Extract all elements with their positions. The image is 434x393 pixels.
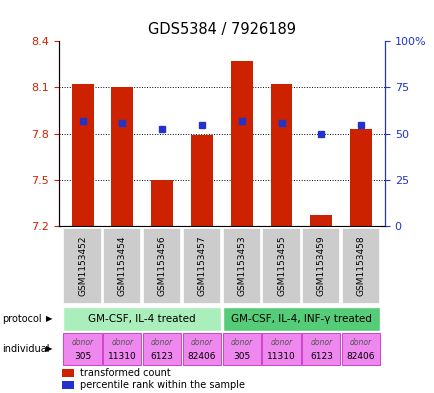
FancyBboxPatch shape bbox=[262, 228, 300, 304]
FancyBboxPatch shape bbox=[262, 333, 300, 365]
Text: 11310: 11310 bbox=[266, 352, 295, 361]
FancyBboxPatch shape bbox=[222, 228, 260, 304]
Text: protocol: protocol bbox=[2, 314, 42, 324]
Bar bbox=[191, 135, 212, 226]
FancyBboxPatch shape bbox=[182, 228, 220, 304]
Bar bbox=[310, 215, 332, 226]
FancyBboxPatch shape bbox=[341, 228, 379, 304]
FancyBboxPatch shape bbox=[103, 228, 141, 304]
Text: ▶: ▶ bbox=[46, 345, 52, 353]
Text: transformed count: transformed count bbox=[80, 368, 170, 378]
FancyBboxPatch shape bbox=[103, 333, 141, 365]
Text: individual: individual bbox=[2, 344, 49, 354]
Bar bbox=[349, 129, 371, 226]
Text: GSM1153452: GSM1153452 bbox=[78, 235, 87, 296]
Text: GSM1153455: GSM1153455 bbox=[276, 235, 286, 296]
FancyBboxPatch shape bbox=[143, 228, 181, 304]
FancyBboxPatch shape bbox=[302, 333, 340, 365]
Bar bbox=[230, 61, 252, 226]
Text: donor: donor bbox=[349, 338, 372, 347]
Text: donor: donor bbox=[191, 338, 213, 347]
Text: GSM1153458: GSM1153458 bbox=[356, 235, 365, 296]
Text: GSM1153453: GSM1153453 bbox=[237, 235, 246, 296]
Bar bbox=[62, 369, 74, 376]
Title: GDS5384 / 7926189: GDS5384 / 7926189 bbox=[148, 22, 295, 37]
FancyBboxPatch shape bbox=[63, 307, 220, 331]
Text: donor: donor bbox=[230, 338, 252, 347]
Text: GSM1153454: GSM1153454 bbox=[118, 235, 127, 296]
FancyBboxPatch shape bbox=[302, 228, 340, 304]
Text: 11310: 11310 bbox=[108, 352, 136, 361]
Bar bbox=[270, 84, 292, 226]
Bar bbox=[62, 381, 74, 389]
Text: donor: donor bbox=[309, 338, 332, 347]
Text: 305: 305 bbox=[233, 352, 250, 361]
FancyBboxPatch shape bbox=[341, 333, 379, 365]
FancyBboxPatch shape bbox=[63, 228, 102, 304]
Text: 6123: 6123 bbox=[309, 352, 332, 361]
Bar bbox=[72, 84, 93, 226]
FancyBboxPatch shape bbox=[182, 333, 220, 365]
Text: GSM1153457: GSM1153457 bbox=[197, 235, 206, 296]
Text: GM-CSF, IL-4 treated: GM-CSF, IL-4 treated bbox=[88, 314, 196, 324]
Text: GSM1153459: GSM1153459 bbox=[316, 235, 325, 296]
Text: donor: donor bbox=[151, 338, 173, 347]
FancyBboxPatch shape bbox=[143, 333, 181, 365]
Bar bbox=[111, 88, 133, 226]
Text: GM-CSF, IL-4, INF-γ treated: GM-CSF, IL-4, INF-γ treated bbox=[230, 314, 371, 324]
FancyBboxPatch shape bbox=[63, 333, 102, 365]
Text: GSM1153456: GSM1153456 bbox=[157, 235, 166, 296]
Text: percentile rank within the sample: percentile rank within the sample bbox=[80, 380, 244, 390]
FancyBboxPatch shape bbox=[222, 307, 379, 331]
Text: 6123: 6123 bbox=[151, 352, 173, 361]
Text: donor: donor bbox=[71, 338, 93, 347]
Text: donor: donor bbox=[270, 338, 292, 347]
FancyBboxPatch shape bbox=[222, 333, 260, 365]
Text: ▶: ▶ bbox=[46, 314, 52, 323]
Text: donor: donor bbox=[111, 338, 133, 347]
Text: 305: 305 bbox=[74, 352, 91, 361]
Bar bbox=[151, 180, 173, 226]
Text: 82406: 82406 bbox=[187, 352, 216, 361]
Text: 82406: 82406 bbox=[346, 352, 375, 361]
